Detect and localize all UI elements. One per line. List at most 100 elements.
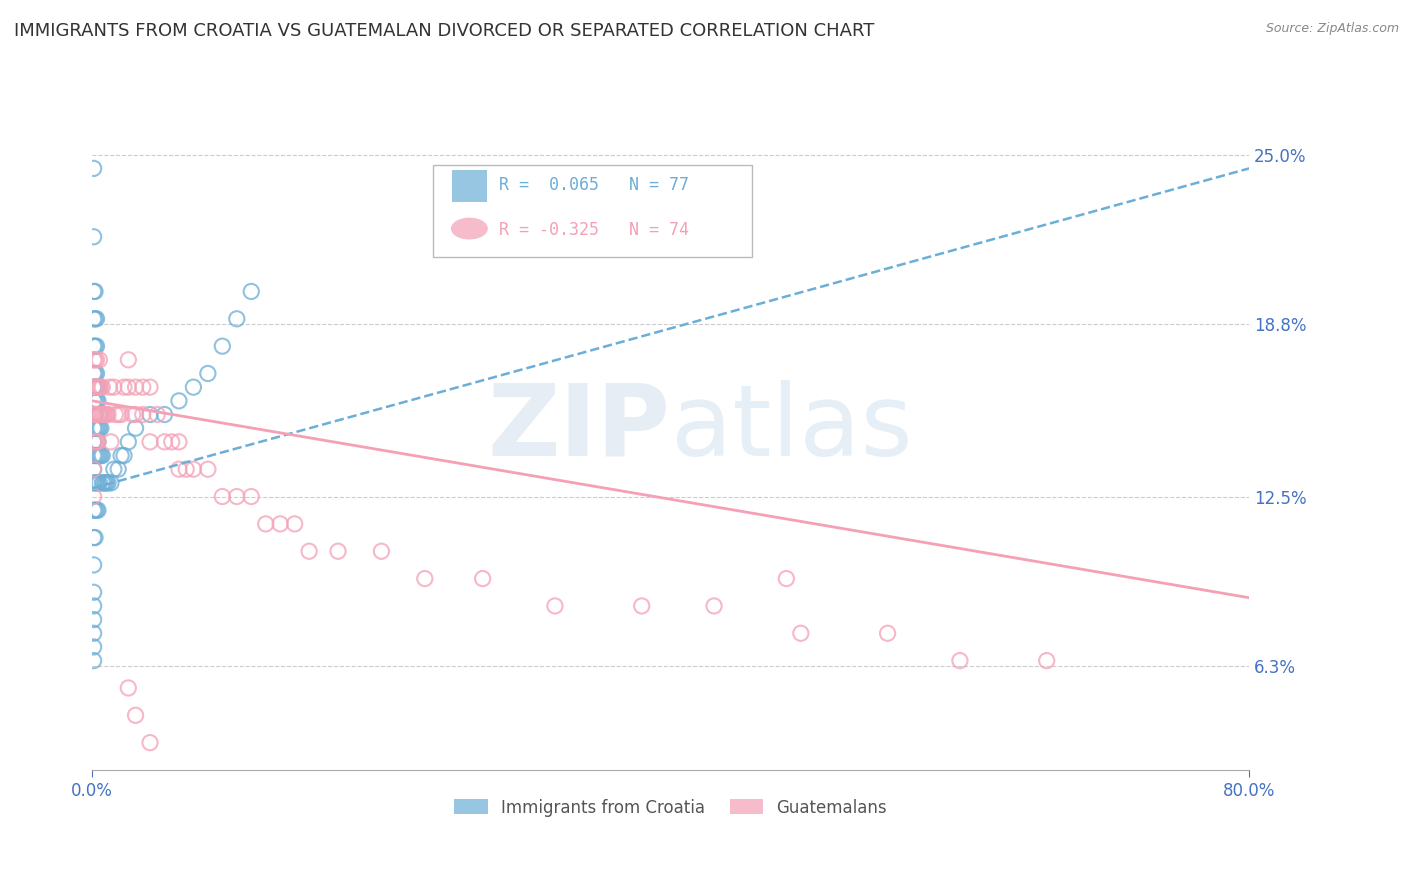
Point [83,311,105,326]
Point [1035,654,1057,668]
Point [107,462,129,476]
Point [89,352,111,367]
Point [167,434,190,449]
Point [84,408,107,422]
Point [86,380,108,394]
Point [167,462,190,476]
Point [84,352,107,367]
Point [630,599,652,613]
Point [83,640,105,654]
Point [89,380,111,394]
Point [84,311,107,326]
Point [83,462,105,476]
Point [139,434,162,449]
Point [103,462,125,476]
Point [211,339,233,353]
Point [83,599,105,613]
Point [84,421,107,435]
Point [84,475,107,490]
Legend: Immigrants from Croatia, Guatemalans: Immigrants from Croatia, Guatemalans [447,792,894,823]
Point [89,449,111,463]
Point [132,380,155,394]
Point [89,408,111,422]
Point [117,380,139,394]
Point [98,380,121,394]
Point [104,408,127,422]
Point [83,367,105,381]
Point [86,380,108,394]
Point [83,393,105,408]
Point [86,434,108,449]
Point [87,408,110,422]
Circle shape [451,218,488,239]
Point [167,393,190,408]
Point [298,544,321,558]
Point [153,434,176,449]
Point [97,408,120,422]
Point [174,462,197,476]
Point [84,449,107,463]
Point [110,408,132,422]
Point [225,311,247,326]
Point [87,380,110,394]
Point [84,380,107,394]
Point [87,475,110,490]
Point [84,503,107,517]
Point [87,393,110,408]
Point [84,393,107,408]
Point [284,516,307,531]
Point [93,475,115,490]
Point [132,408,155,422]
Point [83,339,105,353]
Point [84,367,107,381]
Point [124,380,146,394]
Point [121,408,143,422]
Point [413,572,436,586]
Point [90,408,112,422]
FancyBboxPatch shape [451,169,486,202]
Point [83,531,105,545]
Point [124,421,146,435]
Point [86,339,108,353]
Point [90,380,112,394]
Point [790,626,813,640]
Point [84,531,107,545]
Point [326,544,349,558]
Point [254,516,277,531]
Point [86,408,108,422]
Point [84,339,107,353]
Point [84,380,107,394]
Point [124,708,146,723]
Point [90,421,112,435]
Point [146,408,169,422]
Point [544,599,567,613]
Point [269,516,291,531]
Point [110,449,132,463]
Point [83,352,105,367]
Point [183,380,205,394]
Point [83,285,105,299]
Point [87,434,110,449]
Point [83,434,105,449]
Point [83,558,105,572]
Point [83,626,105,640]
Point [83,654,105,668]
Point [83,503,105,517]
Point [83,475,105,490]
Point [91,408,114,422]
Point [197,462,219,476]
Point [94,475,117,490]
Point [240,490,263,504]
Point [197,367,219,381]
Point [91,380,114,394]
Point [100,475,122,490]
Point [91,475,114,490]
Point [107,408,129,422]
Point [703,599,725,613]
Point [83,434,105,449]
Point [211,490,233,504]
Point [84,285,107,299]
Point [86,503,108,517]
Point [949,654,972,668]
Point [124,408,146,422]
